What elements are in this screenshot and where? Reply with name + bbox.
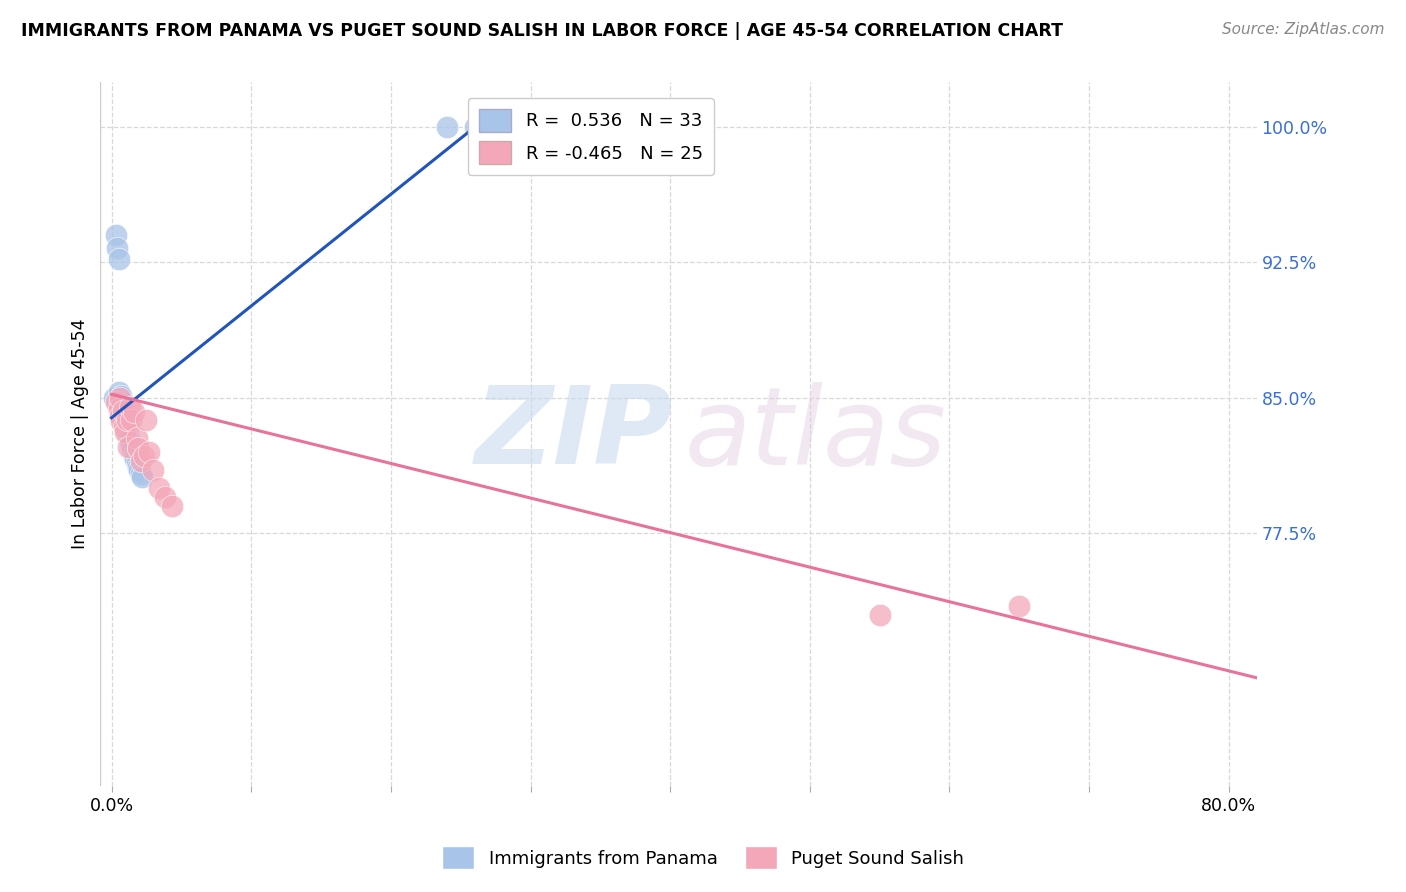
Text: ZIP: ZIP	[474, 381, 672, 487]
Point	[115, 412, 138, 426]
Point	[142, 463, 165, 477]
Text: IMMIGRANTS FROM PANAMA VS PUGET SOUND SALISH IN LABOR FORCE | AGE 45-54 CORRELAT: IMMIGRANTS FROM PANAMA VS PUGET SOUND SA…	[21, 22, 1063, 40]
Point	[117, 429, 139, 443]
Point	[125, 431, 148, 445]
Legend: Immigrants from Panama, Puget Sound Salish: Immigrants from Panama, Puget Sound Sali…	[433, 838, 973, 879]
Point	[111, 409, 134, 423]
Point	[111, 401, 134, 416]
Point	[108, 391, 131, 405]
Point	[128, 463, 150, 477]
Point	[160, 500, 183, 514]
Point	[129, 467, 152, 481]
Point	[114, 409, 136, 423]
Point	[118, 434, 141, 449]
Point	[121, 443, 143, 458]
Point	[148, 481, 170, 495]
Text: atlas: atlas	[685, 382, 946, 486]
Point	[464, 120, 486, 134]
Point	[127, 442, 149, 456]
Point	[122, 405, 145, 419]
Point	[110, 405, 132, 419]
Point	[127, 459, 149, 474]
Point	[131, 470, 153, 484]
Point	[108, 394, 131, 409]
Point	[120, 412, 142, 426]
Point	[114, 417, 136, 432]
Point	[124, 452, 146, 467]
Point	[107, 252, 129, 266]
Point	[129, 454, 152, 468]
Point	[132, 449, 155, 463]
Point	[436, 120, 458, 134]
Point	[135, 412, 157, 426]
Point	[138, 445, 160, 459]
Point	[112, 412, 135, 426]
Point	[110, 398, 132, 412]
Point	[107, 401, 129, 416]
Point	[110, 414, 132, 428]
Legend: R =  0.536   N = 33, R = -0.465   N = 25: R = 0.536 N = 33, R = -0.465 N = 25	[468, 98, 714, 175]
Point	[104, 394, 127, 409]
Point	[869, 607, 891, 622]
Point	[103, 391, 125, 405]
Y-axis label: In Labor Force | Age 45-54: In Labor Force | Age 45-54	[72, 318, 89, 549]
Point	[117, 440, 139, 454]
Point	[114, 425, 136, 440]
Point	[105, 241, 128, 255]
Point	[118, 400, 141, 414]
Point	[112, 405, 135, 419]
Point	[108, 409, 131, 423]
Point	[111, 403, 134, 417]
Point	[115, 424, 138, 438]
Point	[117, 421, 139, 435]
Point	[107, 385, 129, 400]
Point	[107, 394, 129, 409]
Point	[153, 490, 176, 504]
Point	[115, 414, 138, 428]
Point	[110, 389, 132, 403]
Point	[120, 438, 142, 452]
Point	[122, 449, 145, 463]
Text: Source: ZipAtlas.com: Source: ZipAtlas.com	[1222, 22, 1385, 37]
Point	[112, 419, 135, 434]
Point	[104, 228, 127, 243]
Point	[125, 456, 148, 470]
Point	[1008, 599, 1031, 613]
Point	[108, 400, 131, 414]
